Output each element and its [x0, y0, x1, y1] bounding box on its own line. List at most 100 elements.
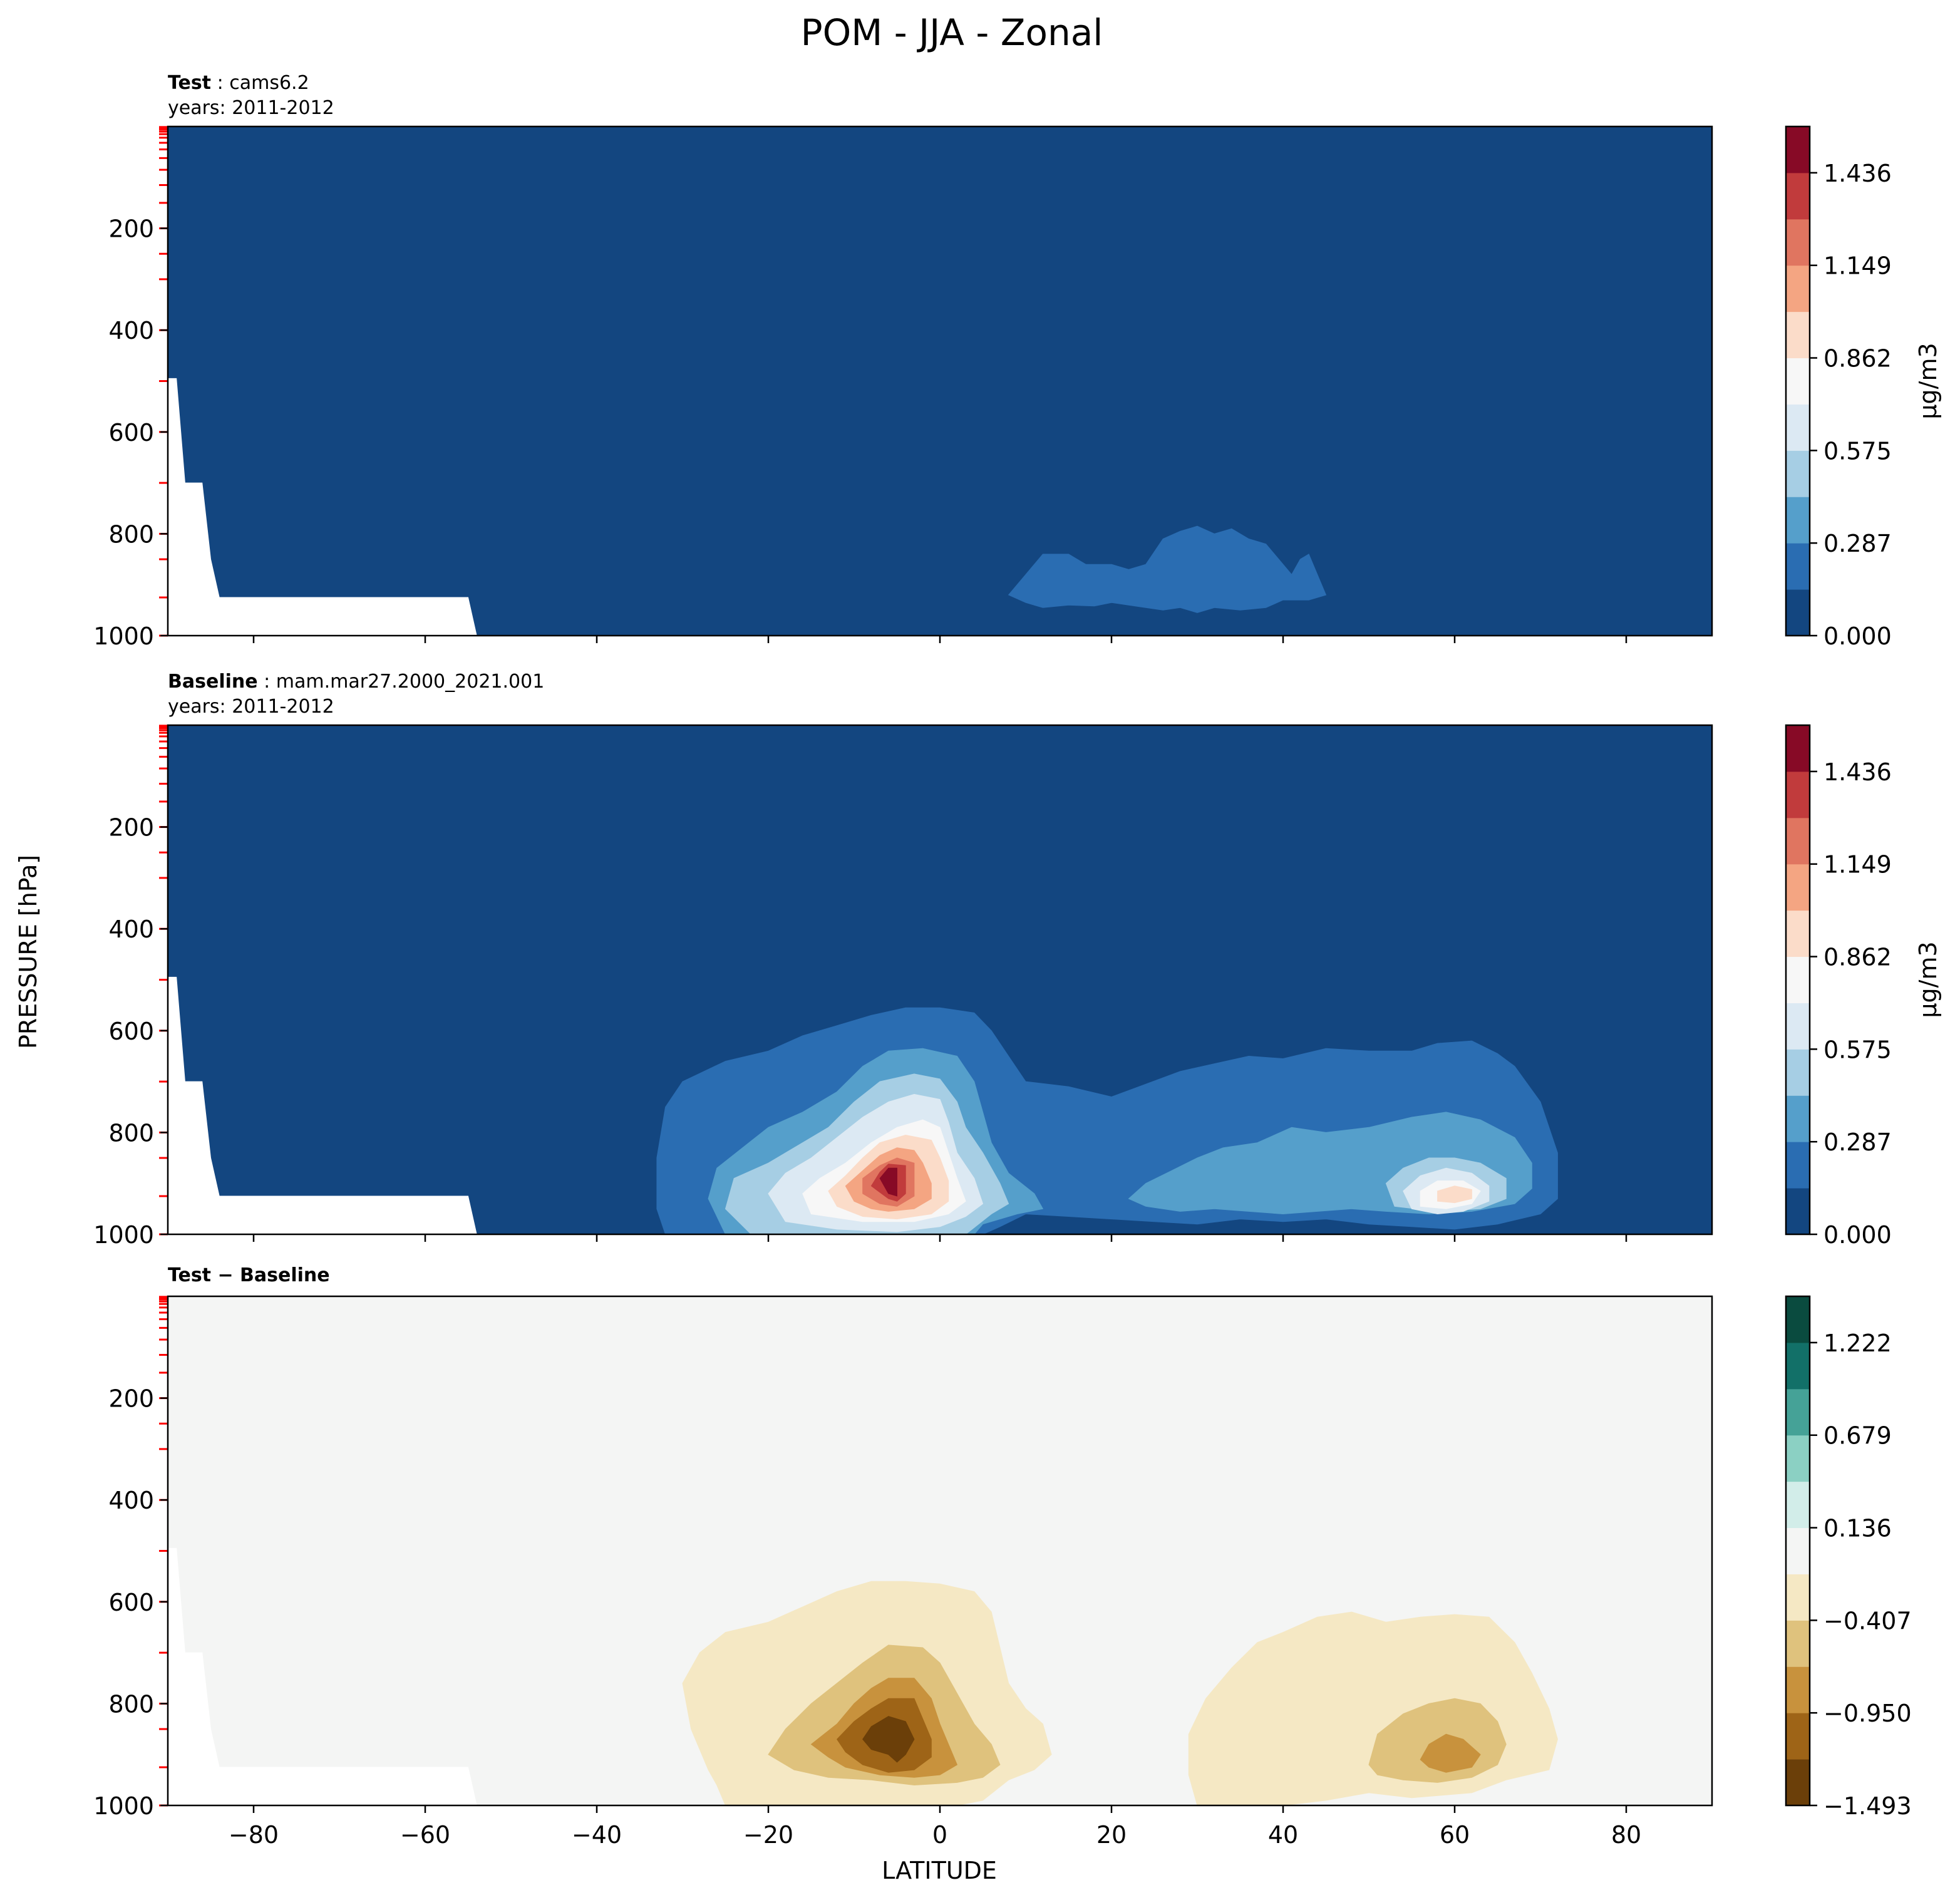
- y-tick-label: 800: [108, 1119, 154, 1147]
- colorbar-tick-label: 0.575: [1823, 1036, 1892, 1063]
- y-tick-label: 800: [108, 520, 154, 548]
- colorbar-swatch: [1786, 404, 1810, 451]
- colorbar: 0.000 0.287 0.575 0.862 1.149 1.436 μg/m3: [1785, 125, 1942, 650]
- contour-region-1: [1008, 525, 1327, 613]
- colorbar-tick-label: 0.000: [1823, 622, 1892, 650]
- colorbar-swatch: [1786, 450, 1810, 497]
- panel-baseline: 200 400 600 800 1000 Baseline : mam.mar27.200…: [93, 671, 1942, 1249]
- y-tick-label: 600: [108, 1018, 154, 1045]
- contour-region-11: [1437, 1185, 1472, 1204]
- panel-test: 200 400 600 800 1000 Test : cams6.2 years: 201…: [93, 72, 1942, 650]
- colorbar-label: μg/m3: [1914, 941, 1942, 1018]
- x-tick-label: 60: [1440, 1821, 1470, 1849]
- colorbar: −1.493 −0.950 −0.407 0.136 0.679 1.222: [1785, 1295, 1912, 1820]
- colorbar-tick-label: −0.407: [1823, 1607, 1912, 1634]
- panel-label: Baseline : mam.mar27.2000_2021.001: [168, 671, 544, 693]
- colorbar-swatch: [1786, 1296, 1810, 1343]
- colorbar-tick-label: 1.149: [1823, 252, 1892, 280]
- colorbar-label: μg/m3: [1914, 343, 1942, 419]
- colorbar-swatch: [1786, 1666, 1810, 1713]
- colorbar-swatch: [1786, 725, 1810, 772]
- colorbar-swatch: [1786, 1188, 1810, 1235]
- colorbar-swatch: [1786, 311, 1810, 359]
- colorbar-swatch: [1786, 1388, 1810, 1436]
- colorbar-tick-label: 0.287: [1823, 1128, 1892, 1156]
- x-tick-label: −40: [572, 1821, 622, 1849]
- y-tick-label: 400: [108, 1487, 154, 1514]
- colorbar-swatch: [1786, 817, 1810, 865]
- y-tick-label: 400: [108, 317, 154, 344]
- colorbar-tick-label: 1.436: [1823, 160, 1892, 187]
- model-level-marks: [159, 725, 168, 1236]
- colorbar-swatch: [1786, 172, 1810, 220]
- colorbar-swatch: [1786, 1759, 1810, 1806]
- colorbar-swatch: [1786, 1435, 1810, 1482]
- colorbar-swatch: [1786, 910, 1810, 958]
- y-tick-label: 600: [108, 419, 154, 447]
- colorbar-tick-label: −0.950: [1823, 1700, 1912, 1727]
- x-tick-label: −80: [229, 1821, 279, 1849]
- colorbar-tick-label: 0.862: [1823, 944, 1892, 971]
- colorbar-tick-label: −1.493: [1823, 1792, 1912, 1820]
- colorbar-swatch: [1786, 864, 1810, 911]
- y-axis-label: PRESSURE [hPa]: [14, 855, 42, 1049]
- colorbar-swatch: [1786, 358, 1810, 405]
- figure-title: POM - JJA - Zonal: [801, 11, 1103, 54]
- colorbar-swatch: [1786, 265, 1810, 312]
- y-tick-label: 1000: [93, 1792, 154, 1820]
- x-axis-label: LATITUDE: [882, 1857, 997, 1884]
- colorbar-swatch: [1786, 126, 1810, 173]
- contour-region-15: [879, 1167, 897, 1197]
- contour-region-0: [168, 1547, 477, 1805]
- contour-region-0: [168, 378, 477, 636]
- colorbar-tick-label: 1.149: [1823, 851, 1892, 879]
- contour-fills: [168, 1547, 1558, 1805]
- panel-subtitle: years: 2011-2012: [168, 97, 334, 119]
- contour-region-0: [168, 976, 477, 1234]
- y-tick-label: 1000: [93, 622, 154, 650]
- y-tick-label: 800: [108, 1690, 154, 1718]
- model-level-marks: [159, 126, 168, 637]
- colorbar-swatch: [1786, 1342, 1810, 1390]
- colorbar-swatch: [1786, 771, 1810, 818]
- x-tick-label: 20: [1096, 1821, 1127, 1849]
- colorbar-swatch: [1786, 497, 1810, 544]
- y-tick-label: 200: [108, 814, 154, 842]
- contour-fills: [168, 976, 1558, 1234]
- colorbar-tick-label: 0.575: [1823, 437, 1892, 465]
- colorbar-tick-label: 0.136: [1823, 1515, 1892, 1542]
- colorbar-swatch: [1786, 219, 1810, 266]
- colorbar-tick-label: 0.000: [1823, 1221, 1892, 1249]
- colorbar: 0.000 0.287 0.575 0.862 1.149 1.436 μg/m3: [1785, 724, 1942, 1249]
- colorbar-swatch: [1786, 1527, 1810, 1574]
- y-tick-label: 200: [108, 1385, 154, 1413]
- x-tick-label: −20: [743, 1821, 793, 1849]
- colorbar-tick-label: 0.862: [1823, 345, 1892, 373]
- colorbar-swatch: [1786, 589, 1810, 636]
- model-level-marks: [159, 1296, 168, 1807]
- panel-difference: 200 400 600 800 1000 −80 −60 −40 −20 0 20 40 60 80 Tes…: [93, 1264, 1911, 1849]
- colorbar-swatch: [1786, 1620, 1810, 1667]
- contour-region-6: [1420, 1733, 1481, 1773]
- contour-region-8: [862, 1716, 915, 1763]
- colorbar-tick-label: 0.287: [1823, 530, 1892, 557]
- colorbar-swatch: [1786, 1003, 1810, 1050]
- colorbar-swatch: [1786, 1713, 1810, 1760]
- y-tick-label: 200: [108, 215, 154, 243]
- panel-label: Test : cams6.2: [168, 72, 309, 94]
- colorbar-swatch: [1786, 543, 1810, 590]
- x-tick-label: −60: [400, 1821, 450, 1849]
- colorbar-tick-label: 0.679: [1823, 1422, 1892, 1450]
- panel-subtitle: years: 2011-2012: [168, 696, 334, 718]
- x-tick-label: 0: [932, 1821, 947, 1849]
- colorbar-tick-label: 1.436: [1823, 758, 1892, 786]
- colorbar-swatch: [1786, 1049, 1810, 1096]
- plot-background: [168, 126, 1712, 636]
- x-tick-label: 80: [1611, 1821, 1641, 1849]
- colorbar-swatch: [1786, 956, 1810, 1003]
- panel-label: Test − Baseline: [168, 1264, 330, 1286]
- y-tick-label: 600: [108, 1589, 154, 1616]
- colorbar-swatch: [1786, 1095, 1810, 1142]
- colorbar-tick-label: 1.222: [1823, 1329, 1892, 1357]
